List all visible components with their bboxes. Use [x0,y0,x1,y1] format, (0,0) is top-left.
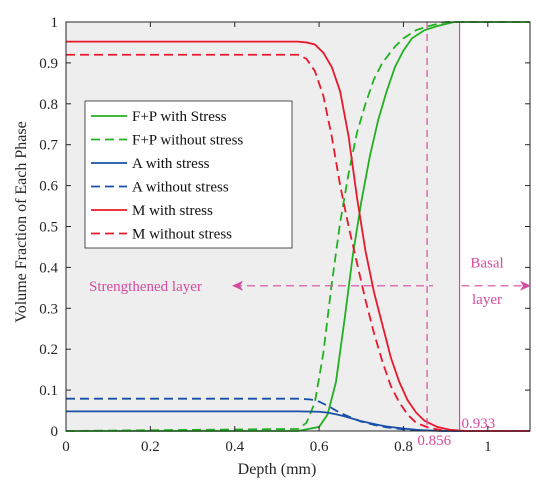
x-tick-label: 0.4 [225,439,244,455]
x-axis-title: Depth (mm) [238,461,317,478]
x-tick-label: 0.2 [141,439,160,455]
series-line-4 [66,40,530,432]
series-line-1 [65,21,530,432]
x-tick-label: 0.8 [394,439,413,455]
y-tick-label: 0.9 [39,56,58,72]
reference-lines: 0.856 0.933 [417,22,495,449]
y-axis-title: Volume Fraction of Each Phase [13,121,30,322]
series-line-5 [66,53,530,432]
x-tick-label: 1 [484,439,492,455]
legend: F+P with Stress F+P without stress A with … [84,100,293,249]
x-tick-label: 0 [62,439,70,455]
strengthened-layer-label: Strengthened layer [89,279,202,295]
y-tick-label: 0.2 [39,342,58,358]
arrow-left-icon [232,280,243,291]
basal-label: Basal [470,255,503,271]
axes [65,21,531,432]
legend-label-2: A with stress [132,156,210,172]
legend-box [84,100,293,249]
x-tick-label: 0.6 [310,439,329,455]
y-tick-label: 0.5 [39,220,58,236]
y-tick-label: 0.6 [39,179,58,195]
y-tick-label: 0.7 [39,138,58,154]
legend-label-0: F+P with Stress [132,109,227,125]
legend-label-4: M with stress [132,203,213,219]
legend-label-5: M without stress [132,227,232,243]
reference-label-1: 0.933 [462,416,496,432]
y-tick-label: 0.8 [39,97,58,113]
x-tick-labels: 0 0.2 0.4 0.6 0.8 1 [62,439,491,455]
y-tick-labels: 0 0.1 0.2 0.3 0.4 0.5 0.6 0.7 0.8 0.9 1 [39,15,58,440]
annotations: Strengthened layer Basal layer [89,255,531,308]
y-tick-label: 0.4 [39,260,58,276]
basal-label-line2: layer [472,292,502,308]
series-line-0 [66,21,530,432]
legend-label-3: A without stress [132,180,229,196]
reference-label-0: 0.856 [417,433,451,449]
arrow-right-icon [520,280,531,291]
legend-label-1: F+P without stress [132,133,243,149]
y-tick-label: 0.1 [39,383,58,399]
y-tick-label: 0 [51,424,59,440]
y-tick-label: 1 [51,15,59,31]
y-tick-label: 0.3 [39,301,58,317]
